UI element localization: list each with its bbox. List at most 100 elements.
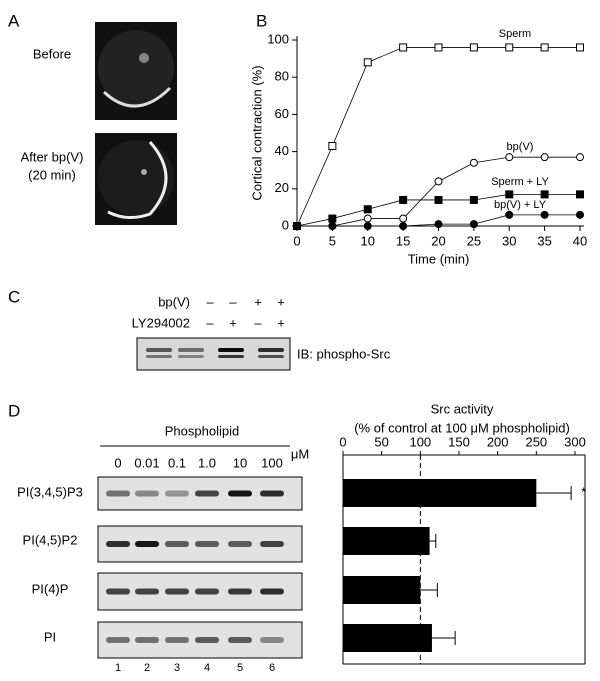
band [165,541,189,547]
x-tick-label: 15 [396,233,410,248]
marker [505,190,514,199]
marker [576,153,584,162]
concentration: 0.01 [134,455,159,470]
category-label: PI(4)P [32,581,69,596]
series-label: Sperm [499,28,531,40]
concentration: 1.0 [198,455,216,470]
treatment-mark: – [206,294,214,309]
micrograph [95,133,177,225]
micrograph [95,22,177,120]
concentration: 0 [114,455,121,470]
x-tick-label: 25 [467,233,481,248]
annotation: * [581,484,586,499]
western-blot [97,572,303,611]
marker [540,190,549,199]
x-tick-label: 0 [339,434,346,449]
x-tick-label: 10 [361,233,375,248]
band [106,637,130,643]
treatment-mark: + [277,315,285,330]
band [260,541,284,547]
marker [469,158,478,167]
band [195,490,219,497]
error-bar [536,486,572,500]
lane-number: 4 [204,662,210,674]
band [228,541,252,547]
series-line [297,156,580,227]
x-tick-label: 150 [448,434,470,449]
y-tick-label: 60 [275,106,289,121]
band [195,637,219,643]
treatment-mark: – [229,294,237,309]
x-tick-label: 200 [487,434,509,449]
x-tick-label: 300 [564,434,586,449]
y-tick-label: 0 [282,217,289,232]
marker [363,222,372,230]
marker [576,43,584,52]
band [218,348,244,352]
band [135,588,159,595]
treatment-mark: – [254,315,262,330]
image-label: After bp(V) [21,149,84,164]
bar [343,624,432,652]
band [228,490,252,497]
marker [328,222,337,230]
series-label: bp(V) + LY [494,199,547,211]
y-axis-label: Cortical contraction (%) [249,65,264,200]
band [218,355,244,358]
x-tick-label: 100 [409,434,431,449]
image-label: Before [33,46,71,61]
plot-frame [342,454,586,665]
western-blot [136,337,291,371]
x-tick-label: 0 [293,233,300,248]
band [106,541,130,547]
marker [540,43,549,52]
y-tick-label: 20 [275,180,289,195]
category-label: PI [44,629,56,644]
unit: μM [291,446,309,461]
band [228,637,252,643]
band [146,348,172,352]
band [135,541,159,547]
band [228,588,252,595]
x-tick-label: 50 [374,434,388,449]
series-label: Sperm + LY [491,176,549,188]
band [260,637,284,643]
x-tick-label: 250 [525,434,547,449]
panel-letter: B [256,11,267,30]
error-bar [431,631,456,645]
bar [343,527,430,555]
category-label: PI(4,5)P2 [23,532,78,547]
chart-title: Src activity [431,401,494,416]
band [178,355,204,358]
marker [434,220,443,229]
row-label: bp(V) [158,294,190,309]
x-tick-label: 20 [431,233,445,248]
band [260,588,284,595]
band [258,355,284,358]
marker [540,210,549,219]
band [106,490,130,497]
lane-number: 2 [144,662,150,674]
antibody-label: IB: phospho-Src [297,346,391,361]
marker [399,214,408,223]
band [258,348,284,352]
band [195,541,219,547]
bar [343,576,421,604]
band [195,588,219,595]
band [165,588,189,595]
marker [505,153,514,162]
band [178,348,204,352]
band [146,355,172,358]
marker [469,43,478,52]
treatment-mark: + [229,315,237,330]
western-blot [97,476,303,511]
marker [505,210,514,219]
marker [505,43,514,52]
marker [293,222,301,230]
marker [328,214,337,223]
western-blot [97,525,303,563]
marker [399,43,408,52]
treatment-mark: – [206,315,214,330]
treatment-mark: + [254,294,262,309]
